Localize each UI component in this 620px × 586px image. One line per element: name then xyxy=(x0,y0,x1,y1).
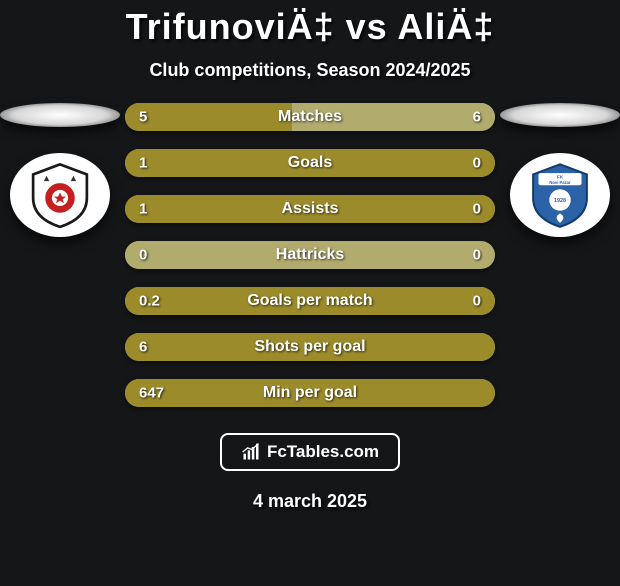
stat-bar: 0.2 0 Goals per match xyxy=(125,287,495,315)
stat-bar: 5 6 Matches xyxy=(125,103,495,131)
svg-text:FK: FK xyxy=(557,175,564,180)
club-badge-right: FK Novi Pazar 1928 xyxy=(510,153,610,237)
chart-icon xyxy=(241,442,261,462)
stat-bar: 0 0 Hattricks xyxy=(125,241,495,269)
stat-value-left: 0 xyxy=(139,247,147,264)
stat-label: Goals xyxy=(288,154,332,172)
stat-value-right: 0 xyxy=(473,155,481,172)
page-title: TrifunoviÄ‡ vs AliÄ‡ xyxy=(0,6,620,48)
svg-text:1928: 1928 xyxy=(554,198,566,204)
avatar-shadow-left xyxy=(0,103,120,127)
player-left-column xyxy=(0,103,120,237)
stat-value-left: 5 xyxy=(139,109,147,126)
stat-value-left: 1 xyxy=(139,201,147,218)
stat-label: Goals per match xyxy=(247,292,372,310)
stat-value-left: 6 xyxy=(139,339,147,356)
stat-value-right: 0 xyxy=(473,293,481,310)
stat-bar: 647 Min per goal xyxy=(125,379,495,407)
footer-date: 4 march 2025 xyxy=(0,491,620,512)
stat-label: Assists xyxy=(282,200,339,218)
club-crest-left-icon xyxy=(20,161,100,228)
stat-bars: 56Matches10Goals10Assists00Hattricks0.20… xyxy=(125,103,495,407)
credit-pill[interactable]: FcTables.com xyxy=(220,433,400,471)
stat-value-left: 0.2 xyxy=(139,293,160,310)
stat-value-right: 0 xyxy=(473,201,481,218)
stat-bar: 1 0 Goals xyxy=(125,149,495,177)
avatar-shadow-right xyxy=(500,103,620,127)
player-right-column: FK Novi Pazar 1928 xyxy=(500,103,620,237)
credit-label: FcTables.com xyxy=(267,442,379,462)
stat-label: Hattricks xyxy=(276,246,344,264)
stat-value-right: 0 xyxy=(473,247,481,264)
stat-bar: 1 0 Assists xyxy=(125,195,495,223)
stat-bar: 6 Shots per goal xyxy=(125,333,495,361)
stat-label: Min per goal xyxy=(263,384,357,402)
stat-label: Shots per goal xyxy=(254,338,365,356)
svg-text:Novi Pazar: Novi Pazar xyxy=(549,180,571,185)
stat-value-right: 6 xyxy=(473,109,481,126)
stat-label: Matches xyxy=(278,108,342,126)
club-badge-left xyxy=(10,153,110,237)
subtitle: Club competitions, Season 2024/2025 xyxy=(0,60,620,81)
club-crest-right-icon: FK Novi Pazar 1928 xyxy=(520,161,600,228)
stat-value-left: 1 xyxy=(139,155,147,172)
stat-fill-left xyxy=(125,103,292,131)
stat-value-left: 647 xyxy=(139,385,164,402)
